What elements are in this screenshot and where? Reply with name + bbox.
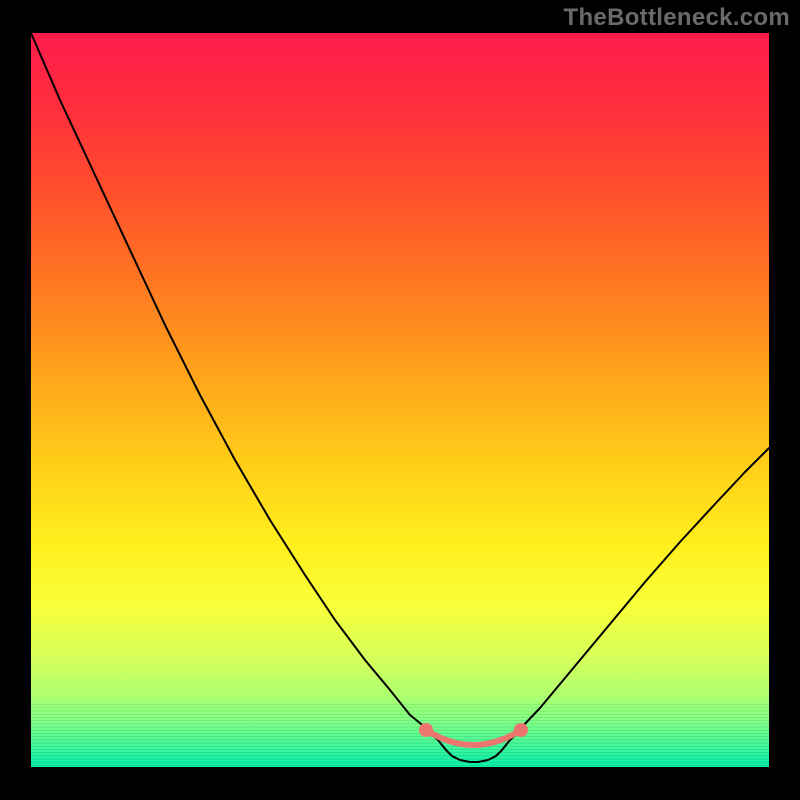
gradient-background bbox=[31, 33, 769, 767]
optimal-marker-right bbox=[514, 723, 528, 737]
optimal-marker-left bbox=[419, 723, 433, 737]
chart-svg bbox=[0, 0, 800, 800]
watermark-text: TheBottleneck.com bbox=[564, 4, 790, 32]
chart-container: TheBottleneck.com bbox=[0, 0, 800, 800]
